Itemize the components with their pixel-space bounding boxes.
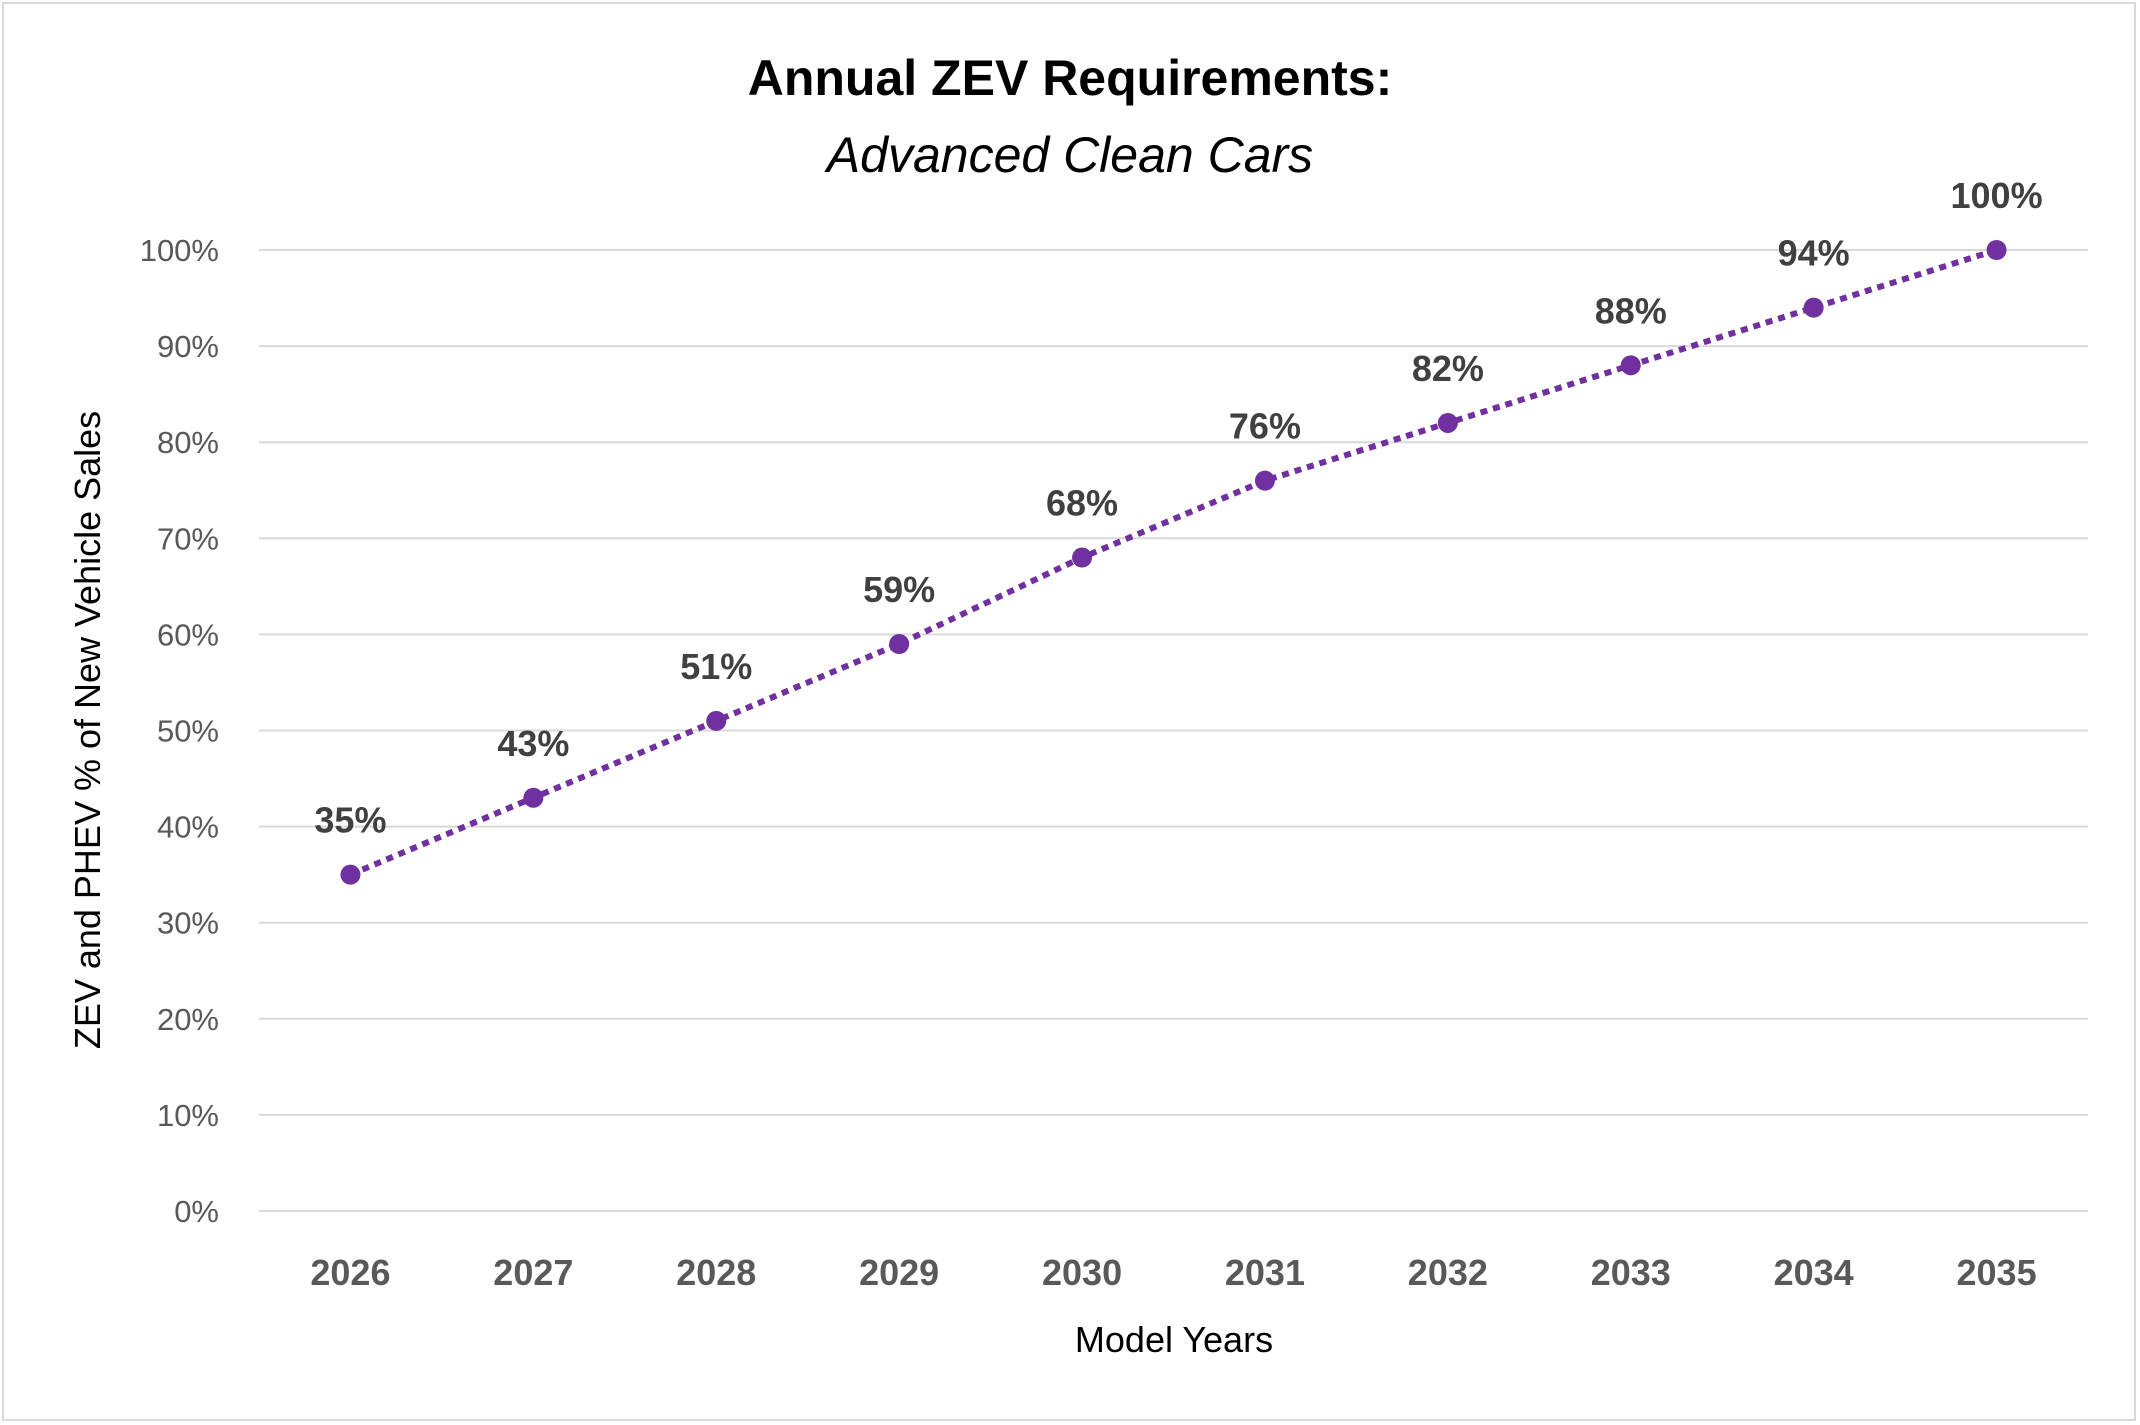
data-label-2027: 43% [497,723,569,764]
x-tick-label: 2032 [1408,1252,1488,1293]
x-tick-label: 2028 [676,1252,756,1293]
y-tick-label: 80% [157,425,219,460]
x-tick-label: 2033 [1591,1252,1671,1293]
y-tick-label: 90% [157,329,219,364]
data-point-2032 [1437,412,1458,433]
data-label-2030: 68% [1046,483,1118,524]
x-tick-label: 2031 [1225,1252,1305,1293]
data-label-2035: 100% [1951,175,2043,216]
series-line [349,247,1998,878]
gridlines [259,249,2088,1212]
data-label-2034: 94% [1778,233,1850,274]
y-tick-label: 100% [140,233,219,268]
data-label-2026: 35% [314,800,386,841]
data-point-2030 [1072,547,1093,568]
data-label-2031: 76% [1229,406,1301,447]
data-label-2033: 88% [1595,290,1667,331]
chart-title: Annual ZEV Requirements: [748,50,1393,106]
x-axis-title: Model Years [1075,1319,1273,1360]
x-tick-label: 2035 [1957,1252,2037,1293]
x-tick-label: 2029 [859,1252,939,1293]
data-label-2029: 59% [863,569,935,610]
data-point-2026 [340,864,361,885]
y-tick-label: 30% [157,906,219,941]
x-axis-ticks: 2026 2027 2028 2029 2030 2031 2032 2033 2034 2035 [310,1252,2036,1293]
y-tick-label: 70% [157,521,219,556]
data-point-2027 [523,787,544,808]
data-labels: 35% 43% 51% 59% 68% 76% 82% 88% 94% 100% [314,175,2042,841]
data-label-2032: 82% [1412,348,1484,389]
data-point-2031 [1254,470,1275,491]
series-group [340,240,2007,885]
y-tick-label: 40% [157,810,219,845]
data-point-2033 [1620,355,1641,376]
data-label-2028: 51% [680,646,752,687]
data-point-2034 [1803,297,1824,318]
y-tick-label: 60% [157,617,219,652]
y-axis-ticks: 0% 10% 20% 30% 40% 50% 60% 70% 80% 90% 100% [140,233,219,1229]
y-tick-label: 20% [157,1002,219,1037]
x-tick-label: 2034 [1774,1252,1854,1293]
x-tick-label: 2027 [493,1252,573,1293]
x-tick-label: 2026 [310,1252,390,1293]
y-tick-label: 50% [157,714,219,749]
y-tick-label: 0% [174,1194,219,1229]
x-tick-label: 2030 [1042,1252,1122,1293]
y-axis-title: ZEV and PHEV % of New Vehicle Sales [67,411,108,1049]
data-point-2028 [706,710,727,731]
data-point-2029 [889,634,910,655]
chart-subtitle: Advanced Clean Cars [824,127,1313,183]
data-point-2035 [1986,240,2007,260]
y-tick-label: 10% [157,1098,219,1133]
